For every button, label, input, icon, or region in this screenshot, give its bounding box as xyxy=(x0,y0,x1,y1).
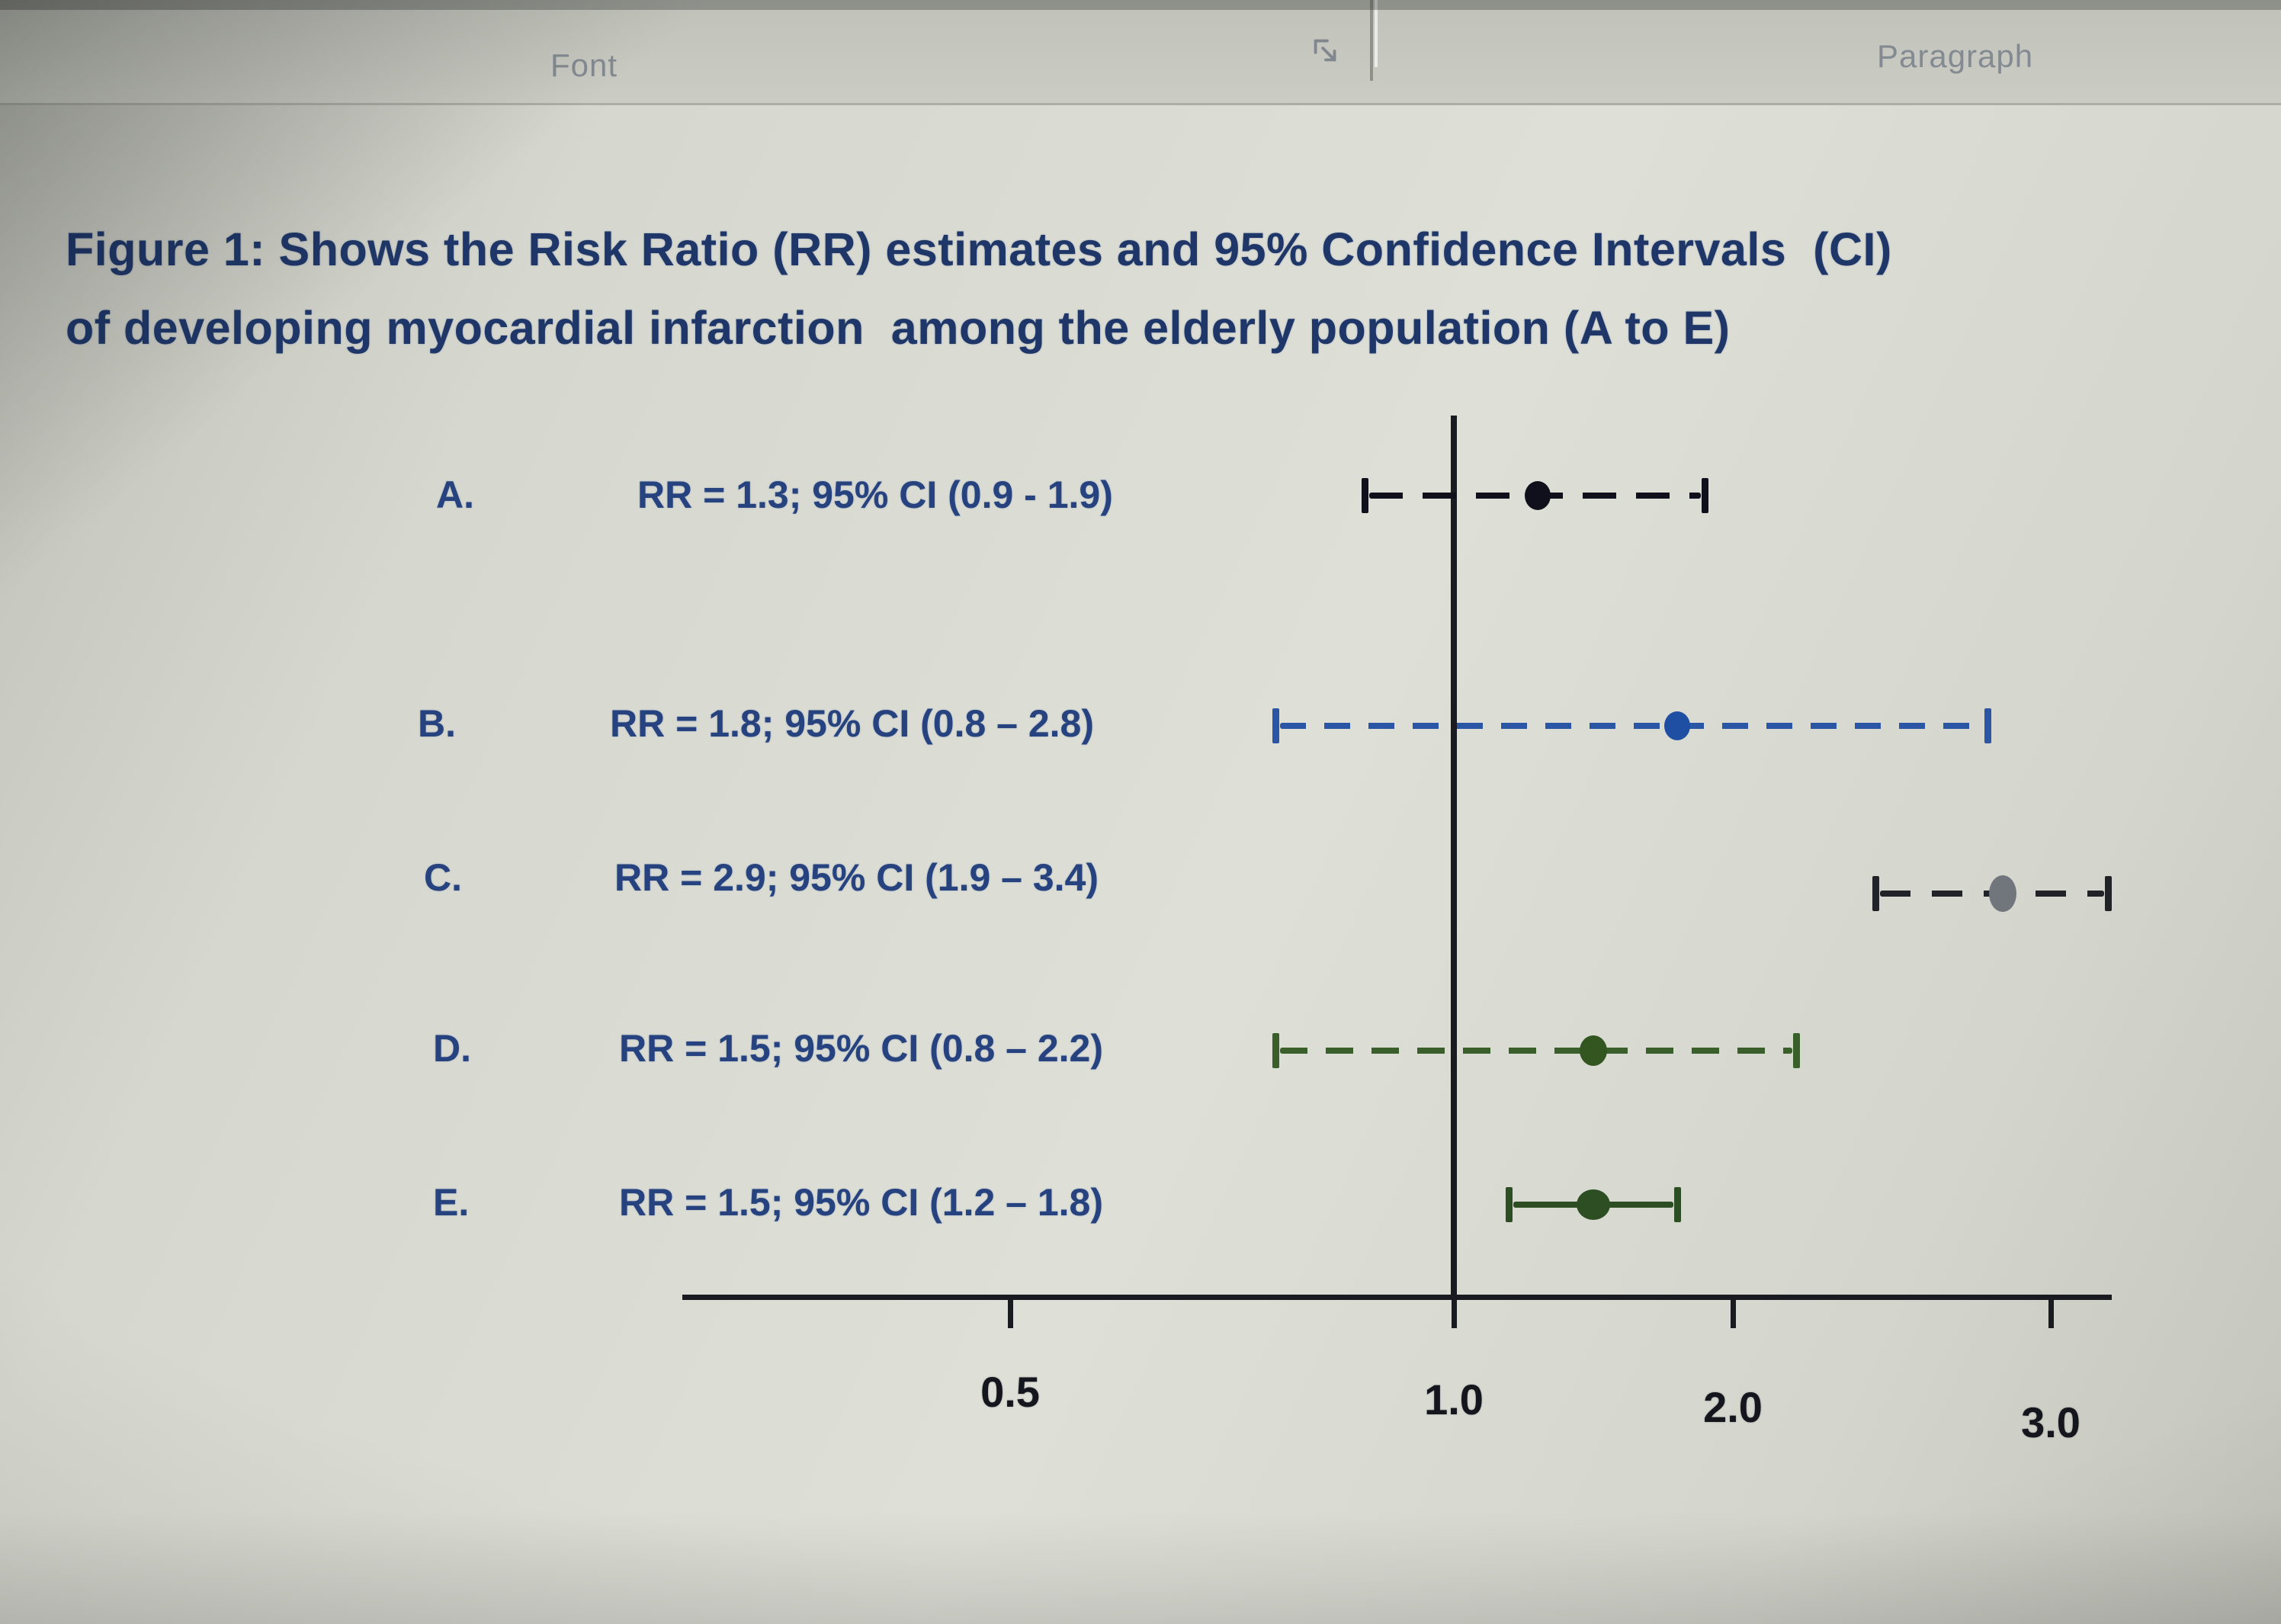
rr-point xyxy=(1663,711,1690,740)
ribbon-group-font-label: Font xyxy=(550,47,618,83)
tick-label-3.0: 3.0 xyxy=(2021,1398,2080,1446)
tick-label-1.0: 1.0 xyxy=(1424,1375,1484,1423)
ci-interval-b xyxy=(1272,704,1991,747)
dialog-launcher-icon[interactable] xyxy=(1308,34,1343,69)
reference-line-rr-1 xyxy=(1451,416,1457,1298)
ribbon-group-paragraph-label: Paragraph xyxy=(1877,38,2034,74)
screen-top-edge xyxy=(0,0,2281,10)
row-ci-text: RR = 1.5; 95% CI (0.8 – 2.2) xyxy=(619,1027,1104,1070)
ci-line xyxy=(1280,1048,1793,1054)
tick-mark-1.0 xyxy=(1452,1295,1457,1328)
ci-interval-d xyxy=(1272,1029,1801,1072)
figure-title-line1: Figure 1: Shows the Risk Ratio (RR) esti… xyxy=(66,223,1892,275)
row-ci-text: RR = 2.9; 95% CI (1.9 – 3.4) xyxy=(614,856,1099,899)
tick-label-2.0: 2.0 xyxy=(1703,1383,1763,1431)
row-label: C. xyxy=(424,856,462,899)
rr-point xyxy=(1989,875,2017,912)
rr-point xyxy=(1579,1035,1607,1066)
row-ci-text: RR = 1.5; 95% CI (1.2 – 1.8) xyxy=(619,1181,1104,1224)
rr-point xyxy=(1524,481,1551,510)
ci-low-cap xyxy=(1872,876,1879,911)
ci-low-cap xyxy=(1506,1187,1513,1222)
tick-mark-3.0 xyxy=(2048,1295,2054,1328)
ci-low-cap xyxy=(1361,478,1368,513)
ci-interval-c xyxy=(1872,872,2113,915)
row-label: E. xyxy=(433,1181,470,1224)
row-ci-text: RR = 1.8; 95% CI (0.8 – 2.8) xyxy=(610,702,1095,745)
ci-high-cap xyxy=(2105,876,2113,911)
row-label: A. xyxy=(436,473,474,516)
ribbon-separator-glare xyxy=(1375,0,1378,67)
figure-title-line2: of developing myocardial infarction amon… xyxy=(66,302,1731,354)
ribbon-group-separator xyxy=(1370,0,1373,81)
row-ci-text: RR = 1.3; 95% CI (0.9 - 1.9) xyxy=(637,473,1113,516)
ci-high-cap xyxy=(1984,708,1991,743)
ci-low-cap xyxy=(1272,1033,1280,1068)
x-axis-line xyxy=(682,1295,2112,1300)
tick-label-0.5: 0.5 xyxy=(980,1368,1040,1416)
row-label: D. xyxy=(433,1027,471,1070)
ci-interval-a xyxy=(1361,474,1709,517)
ci-line xyxy=(1280,723,1984,729)
tick-mark-0.5 xyxy=(1008,1295,1013,1328)
ci-high-cap xyxy=(1702,478,1709,513)
ci-high-cap xyxy=(1793,1033,1801,1068)
tick-mark-2.0 xyxy=(1731,1295,1736,1328)
ci-interval-e xyxy=(1506,1183,1681,1226)
row-label: B. xyxy=(418,702,456,745)
word-ribbon: Font Paragraph xyxy=(0,0,2281,105)
ci-low-cap xyxy=(1272,708,1280,743)
rr-point xyxy=(1576,1189,1610,1220)
ci-high-cap xyxy=(1673,1187,1681,1222)
